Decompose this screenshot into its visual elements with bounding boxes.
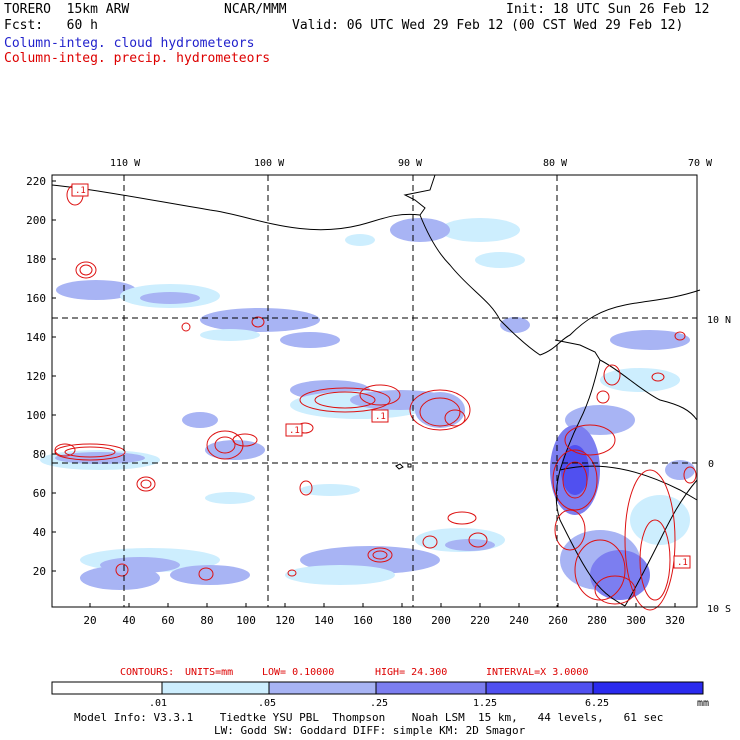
- y-tick-180: 180: [26, 253, 46, 266]
- x-tick-80: 80: [200, 614, 213, 627]
- y-tick-160: 160: [26, 292, 46, 305]
- x-tick-20: 20: [83, 614, 96, 627]
- lat-label-0: 0: [708, 459, 714, 470]
- contour-label-4: .1: [677, 558, 688, 568]
- colorbar-label-05: .05: [258, 698, 276, 709]
- contour-labels: .1 .1 .1 .1: [71, 183, 691, 569]
- x-tick-140: 140: [314, 614, 334, 627]
- contour-label-3: .1: [375, 412, 386, 422]
- x-tick-180: 180: [392, 614, 412, 627]
- x-axis: 20 40 60 80 100 120 140 160 180 200 220 …: [83, 614, 685, 627]
- y-tick-40: 40: [33, 526, 46, 539]
- model-name: TORERO 15km ARW: [4, 2, 130, 17]
- colorbar-bin-1: [161, 681, 270, 695]
- colorbar-label-01: .01: [149, 698, 167, 709]
- center-name: NCAR/MMM: [224, 2, 287, 17]
- precip-field-title: Column-integ. precip. hydrometeors: [4, 51, 271, 66]
- lon-label-70w: 70 W: [688, 158, 713, 169]
- colorbar-bin-0: [51, 681, 163, 695]
- contour-info-low: LOW= 0.10000: [262, 667, 334, 678]
- x-tick-200: 200: [431, 614, 451, 627]
- colorbar: [51, 681, 704, 695]
- x-tick-160: 160: [353, 614, 373, 627]
- y-tick-100: 100: [26, 409, 46, 422]
- x-tick-40: 40: [122, 614, 135, 627]
- x-tick-60: 60: [161, 614, 174, 627]
- model-info-line2: LW: Godd SW: Goddard DIFF: simple KM: 2D…: [214, 724, 526, 737]
- colorbar-bin-2: [268, 681, 377, 695]
- model-info-line1: Model Info: V3.3.1 Tiedtke YSU PBL Thomp…: [74, 711, 664, 724]
- x-tick-220: 220: [470, 614, 490, 627]
- map-frame: [51, 174, 698, 608]
- colorbar-units: mm: [697, 698, 709, 709]
- contour-info: CONTOURS: UNITS=mm LOW= 0.10000 HIGH= 24…: [120, 667, 588, 678]
- x-tick-240: 240: [509, 614, 529, 627]
- colorbar-label-25: .25: [370, 698, 388, 709]
- y-tick-80: 80: [33, 448, 46, 461]
- x-tick-280: 280: [587, 614, 607, 627]
- x-tick-260: 260: [548, 614, 568, 627]
- x-tick-120: 120: [275, 614, 295, 627]
- contour-label-2: .1: [289, 426, 300, 436]
- contour-info-units: UNITS=mm: [185, 667, 233, 678]
- lon-label-80w: 80 W: [543, 158, 568, 169]
- lon-label-100w: 100 W: [254, 158, 285, 169]
- y-tick-220: 220: [26, 175, 46, 188]
- y-tick-200: 200: [26, 214, 46, 227]
- y-tick-140: 140: [26, 331, 46, 344]
- contour-info-contours: CONTOURS:: [120, 667, 174, 678]
- colorbar-bin-5: [592, 681, 704, 695]
- latlon-grid: [52, 175, 697, 607]
- cloud-field-title: Column-integ. cloud hydrometeors: [4, 36, 255, 51]
- colorbar-label-625: 6.25: [585, 698, 609, 709]
- lon-label-110w: 110 W: [110, 158, 141, 169]
- lat-label-10n: 10 N: [707, 315, 731, 326]
- contour-label-1: .1: [75, 186, 86, 196]
- x-tick-100: 100: [236, 614, 256, 627]
- lon-label-90w: 90 W: [398, 158, 423, 169]
- coastlines: [51, 174, 701, 607]
- lat-label-10s: 10 S: [707, 604, 731, 615]
- colorbar-bin-4: [485, 681, 594, 695]
- x-tick-300: 300: [626, 614, 646, 627]
- forecast-hour: Fcst: 60 h: [4, 18, 98, 33]
- y-axis: 220 200 180 160 140 120 100 80 60 40 20: [26, 175, 46, 578]
- precip-contours: [54, 184, 697, 611]
- cloud-shading: [40, 218, 695, 600]
- contour-info-interval: INTERVAL=X 3.0000: [486, 667, 588, 678]
- colorbar-bin-3: [375, 681, 487, 695]
- init-time: Init: 18 UTC Sun 26 Feb 12: [506, 2, 710, 17]
- x-tick-320: 320: [665, 614, 685, 627]
- valid-time: Valid: 06 UTC Wed 29 Feb 12 (00 CST Wed …: [292, 18, 684, 33]
- y-tick-20: 20: [33, 565, 46, 578]
- contour-info-high: HIGH= 24.300: [375, 667, 447, 678]
- colorbar-label-125: 1.25: [473, 698, 497, 709]
- y-tick-60: 60: [33, 487, 46, 500]
- y-tick-120: 120: [26, 370, 46, 383]
